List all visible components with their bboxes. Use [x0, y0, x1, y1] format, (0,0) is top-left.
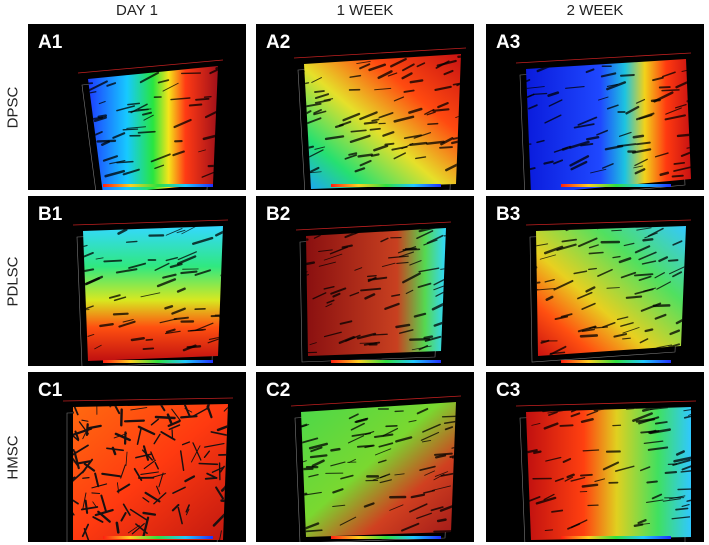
depth-coded-tissue	[83, 226, 223, 361]
depth-color-bar	[331, 360, 441, 363]
panel-label: C2	[266, 380, 291, 401]
panel-label: A1	[38, 32, 63, 53]
depth-color-bar	[103, 184, 213, 187]
micrograph-panel-c3: C3	[486, 372, 704, 542]
panel-label: C1	[38, 380, 63, 401]
cell-texture	[536, 226, 686, 356]
depth-coded-tissue	[536, 226, 686, 356]
axis-edge	[290, 395, 462, 407]
depth-color-bar	[561, 184, 671, 187]
row-header-hmsc-text: HMSC	[4, 434, 22, 480]
row-header-dpsc-text: DPSC	[4, 86, 22, 128]
micrograph-panel-a2: A2	[256, 24, 474, 190]
micrograph-panel-a1: A1	[28, 24, 246, 190]
axis-edge	[295, 221, 452, 231]
panel-label: A3	[496, 32, 521, 53]
panel-label: A2	[266, 32, 291, 53]
axis-edge	[525, 219, 692, 226]
depth-color-bar	[103, 536, 213, 539]
micrograph-panel-b2: B2	[256, 196, 474, 366]
row-header-pdlsc-text: PDLSC	[4, 255, 22, 307]
column-header-2-week: 2 WEEK	[566, 2, 624, 19]
panel-label: B1	[38, 204, 63, 225]
depth-coded-tissue	[88, 66, 218, 190]
panel-label: C3	[496, 380, 521, 401]
depth-color-bar	[561, 360, 671, 363]
cell-texture	[526, 407, 691, 531]
axis-edge	[77, 59, 224, 74]
micrograph-panel-c1: C1	[28, 372, 246, 542]
panel-label: B2	[266, 204, 291, 225]
confocal-image-b1	[72, 219, 229, 366]
axis-edge	[293, 47, 467, 59]
confocal-image-c2	[290, 395, 462, 542]
confocal-image-a2	[293, 47, 467, 190]
confocal-image-a1	[77, 59, 224, 190]
depth-coded-tissue	[526, 59, 691, 190]
micrograph-panel-c2: C2	[256, 372, 474, 542]
depth-color-bar	[103, 360, 213, 363]
panel-label: B3	[496, 204, 521, 225]
depth-coded-tissue	[304, 54, 461, 189]
axis-edge	[62, 397, 234, 402]
confocal-image-a3	[515, 52, 692, 190]
confocal-image-b2	[295, 221, 452, 363]
axis-edge	[72, 219, 229, 226]
column-header-day1: DAY 1	[116, 2, 158, 19]
axis-edge	[515, 400, 697, 407]
depth-color-bar	[331, 536, 441, 539]
micrograph-panel-b1: B1	[28, 196, 246, 366]
row-header-hmsc: HMSC	[0, 372, 26, 542]
row-header-pdlsc: PDLSC	[0, 196, 26, 366]
depth-coded-tissue	[301, 402, 456, 537]
axis-edge	[515, 52, 692, 64]
confocal-image-c1	[62, 397, 234, 542]
row-header-dpsc: DPSC	[0, 24, 26, 190]
confocal-image-b3	[525, 219, 692, 363]
depth-coded-tissue	[526, 407, 691, 540]
micrograph-panel-a3: A3	[486, 24, 704, 190]
confocal-image-c3	[515, 400, 697, 542]
micrograph-panel-b3: B3	[486, 196, 704, 366]
depth-color-bar	[561, 536, 671, 539]
column-header-1-week: 1 WEEK	[336, 2, 394, 19]
depth-color-bar	[331, 184, 441, 187]
